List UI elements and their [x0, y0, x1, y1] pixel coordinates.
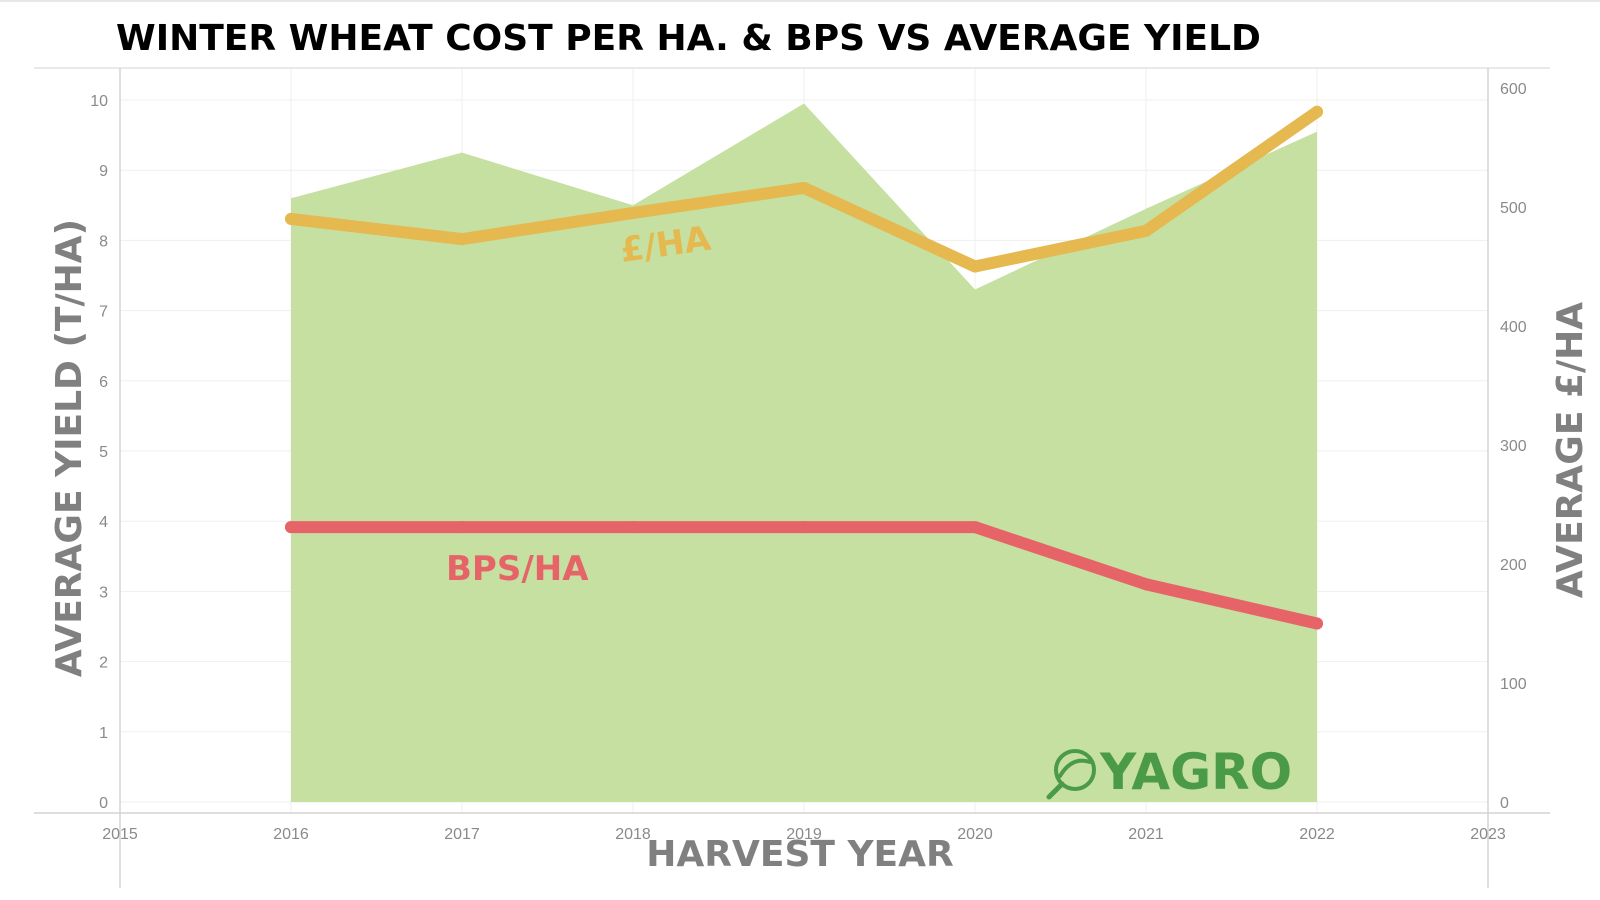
plot-frame	[34, 67, 1550, 888]
y2-tick-300: 300	[1500, 438, 1527, 455]
x-axis-ticks: 2015 2016 2017 2018 2019 2020 2021 2022 2023	[102, 826, 1506, 843]
x-tick-2015: 2015	[102, 826, 138, 843]
y-axis-ticks: 0 1 2 3 4 5 6 7 8 9 10	[90, 93, 108, 812]
y-tick-9: 9	[99, 163, 108, 180]
y-tick-2: 2	[99, 655, 108, 672]
x-tick-2021: 2021	[1128, 826, 1164, 843]
y2-tick-100: 100	[1500, 676, 1527, 693]
cost-per-ha-line-point-2021	[1140, 224, 1152, 237]
y-tick-7: 7	[99, 304, 108, 321]
y2-tick-400: 400	[1500, 319, 1527, 336]
y2-axis-ticks: 0 100 200 300 400 500 600	[1500, 81, 1527, 812]
cost-per-ha-line-point-2019	[798, 181, 810, 194]
x-tick-2017: 2017	[444, 826, 480, 843]
x-tick-2022: 2022	[1299, 826, 1335, 843]
y-tick-8: 8	[99, 233, 108, 250]
area-layer	[290, 103, 1318, 802]
x-tick-2019: 2019	[786, 826, 822, 843]
bps-per-ha-line-point-2018	[627, 521, 639, 534]
leaf-magnifier-icon	[1046, 749, 1096, 800]
chart-title: WINTER WHEAT COST PER HA. & BPS VS AVERA…	[116, 18, 1261, 59]
y2-tick-600: 600	[1500, 81, 1527, 98]
yield-area	[291, 103, 1317, 802]
cost-per-ha-line-point-2018	[627, 206, 639, 219]
cost-per-ha-line-point-2022	[1311, 105, 1323, 118]
cost-per-ha-line-point-2020	[969, 260, 981, 273]
y2-tick-200: 200	[1500, 557, 1527, 574]
bps-per-ha-line-point-2021	[1140, 578, 1152, 591]
bps-series-label: BPS/HA	[446, 549, 589, 589]
bps-per-ha-line-point-2022	[1311, 617, 1323, 630]
brand-name: YAGRO	[1099, 743, 1292, 801]
cost-per-ha-line-point-2017	[456, 233, 468, 246]
y2-tick-500: 500	[1500, 200, 1527, 217]
y-tick-10: 10	[90, 93, 108, 110]
y2-axis-title: AVERAGE £/HA	[1550, 302, 1591, 598]
y-tick-0: 0	[99, 795, 108, 812]
brand-logo: YAGRO	[1046, 743, 1292, 801]
x-tick-2018: 2018	[615, 826, 651, 843]
y2-tick-0: 0	[1500, 795, 1509, 812]
x-axis-title: HARVEST YEAR	[646, 834, 953, 875]
y-tick-3: 3	[99, 584, 108, 601]
y-tick-1: 1	[99, 725, 108, 742]
y-tick-5: 5	[99, 444, 108, 461]
y-axis-title: AVERAGE YIELD (T/HA)	[49, 219, 90, 677]
bps-per-ha-line-point-2020	[969, 521, 981, 534]
cost-per-ha-line-point-2016	[285, 212, 297, 225]
x-tick-2016: 2016	[273, 826, 309, 843]
bps-per-ha-line-point-2016	[285, 521, 297, 534]
y-tick-6: 6	[99, 374, 108, 391]
bps-per-ha-line-point-2019	[798, 521, 810, 534]
line-layer	[285, 105, 1323, 630]
x-tick-2023: 2023	[1470, 826, 1506, 843]
y-tick-4: 4	[99, 514, 108, 531]
bps-per-ha-line-point-2017	[456, 521, 468, 534]
x-tick-2020: 2020	[957, 826, 993, 843]
